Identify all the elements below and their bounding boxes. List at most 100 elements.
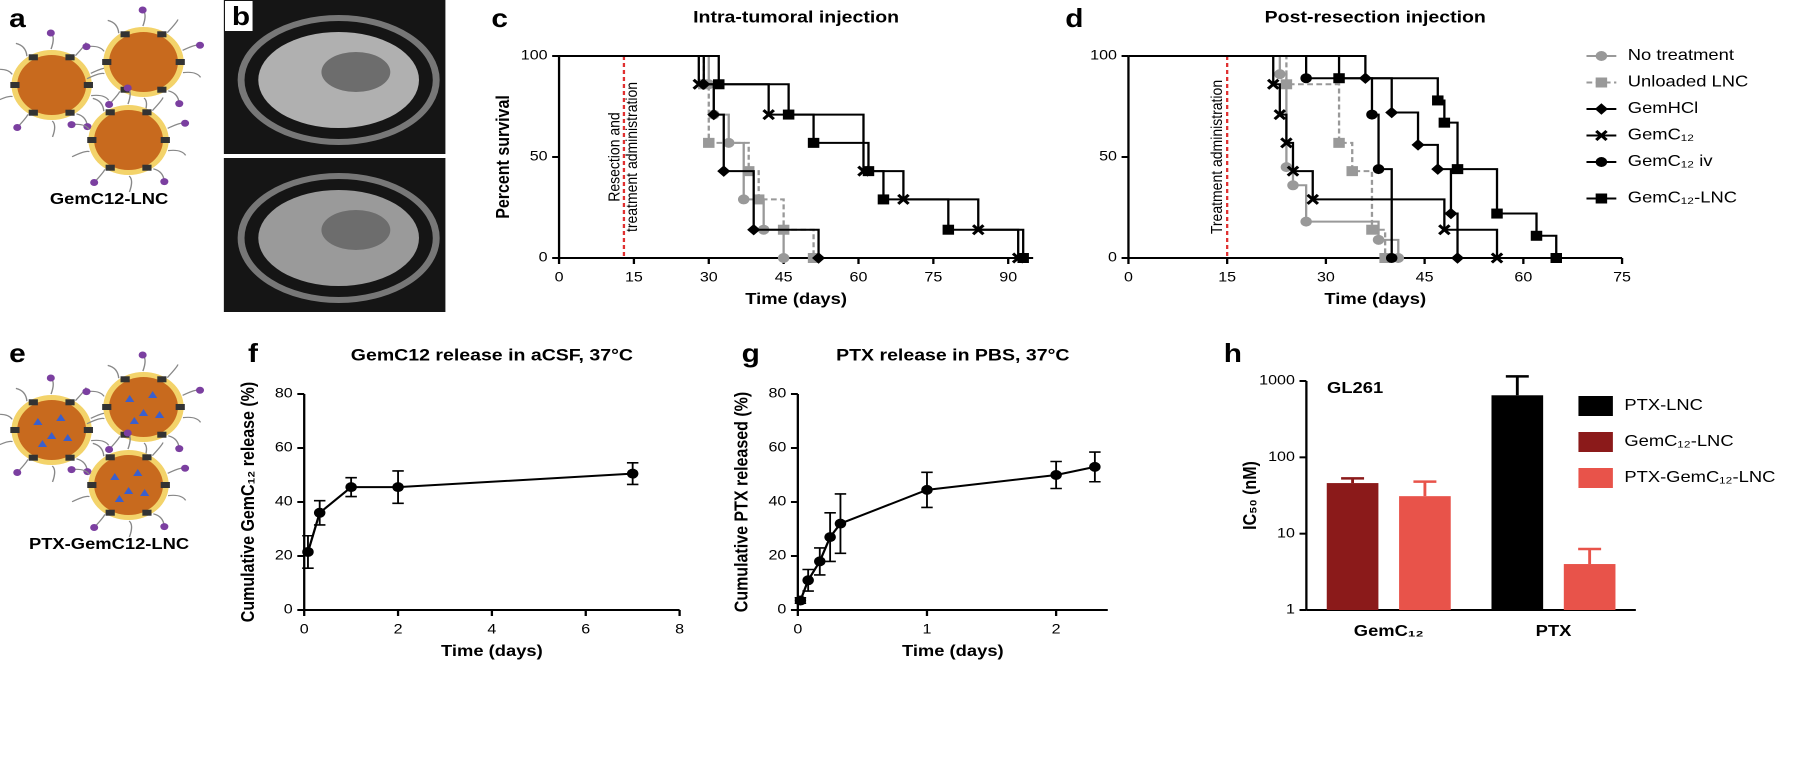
data-point <box>626 468 639 479</box>
bar <box>1491 395 1544 610</box>
peg-chain <box>107 19 120 34</box>
legend-swatch <box>1578 432 1613 452</box>
survival-marker <box>1372 234 1385 245</box>
lipid <box>10 427 20 433</box>
survival-marker <box>1490 252 1504 264</box>
data-point <box>834 518 847 529</box>
data-line <box>306 472 633 553</box>
lipid <box>160 482 170 488</box>
x-axis-label: Time (days) <box>745 289 847 308</box>
legend-label: PTX-LNC <box>1624 395 1703 414</box>
data-point <box>824 532 836 543</box>
ligand <box>67 466 76 474</box>
data-point <box>302 546 314 557</box>
lipid <box>102 404 112 410</box>
lipid <box>142 109 152 116</box>
survival-marker <box>747 224 761 236</box>
peg-chain <box>166 364 179 378</box>
drug <box>148 391 158 398</box>
core <box>17 55 87 115</box>
core <box>17 400 87 460</box>
lipid <box>105 454 115 461</box>
data-point <box>313 507 326 518</box>
ligand <box>13 123 22 131</box>
drug <box>154 411 165 418</box>
survival-marker <box>1273 109 1287 121</box>
x-tick-label: 45 <box>775 270 793 286</box>
panel-label: h <box>1224 339 1242 368</box>
y-tick-label: 0 <box>1108 250 1117 266</box>
survival-line <box>559 55 1025 258</box>
survival-marker <box>713 79 725 90</box>
peg-chain <box>86 417 105 425</box>
data-point <box>921 484 933 495</box>
lipid <box>175 59 185 65</box>
peg-chain <box>182 416 202 423</box>
y-tick-label: 60 <box>275 440 293 456</box>
ligand <box>181 119 190 127</box>
x-tick-label: 0 <box>793 622 802 638</box>
survival-marker <box>692 78 706 90</box>
ligand <box>181 464 190 472</box>
panel-label: d <box>1065 4 1083 33</box>
survival-marker <box>1306 193 1320 205</box>
survival-marker <box>1444 207 1458 220</box>
x-tick-label: 90 <box>999 270 1017 286</box>
lipid <box>105 509 115 516</box>
ligand <box>13 468 22 476</box>
legend-marker <box>1595 77 1608 88</box>
survival-marker <box>1333 73 1345 84</box>
survival-marker <box>812 252 826 264</box>
legend-label: GemC₁₂-LNC <box>1624 431 1733 450</box>
y-axis-label: IC₅₀ (nM) <box>1239 461 1260 530</box>
drug <box>56 414 66 421</box>
error-bar <box>1413 480 1437 497</box>
ligand <box>195 41 205 49</box>
lipid <box>142 454 152 461</box>
survival-marker <box>1432 95 1444 106</box>
panel-label: g <box>742 339 760 368</box>
survival-marker <box>1450 252 1465 264</box>
legend-marker <box>1595 51 1608 61</box>
legend-label: GemC₁₂ iv <box>1628 151 1713 170</box>
survival-marker <box>1530 230 1543 241</box>
lipid <box>120 31 130 38</box>
survival-marker <box>1286 165 1300 177</box>
drug <box>140 489 150 496</box>
legend-marker <box>1594 103 1608 115</box>
lipid <box>102 59 112 65</box>
ligand <box>138 351 147 359</box>
annotation-text: Resection and <box>606 112 624 201</box>
peg-chain <box>0 413 13 420</box>
annotation: GL261 <box>1327 378 1384 397</box>
lipid <box>87 482 97 488</box>
survival-marker <box>777 253 790 263</box>
error-bar <box>1578 547 1602 565</box>
ligand <box>46 374 55 382</box>
survival-marker <box>1280 137 1293 149</box>
lipid <box>160 137 170 143</box>
survival-marker <box>1550 253 1562 263</box>
drug <box>33 418 43 425</box>
lipid <box>105 109 115 116</box>
ligand <box>46 29 55 37</box>
ligand <box>105 100 114 108</box>
x-tick-label: 30 <box>1317 270 1335 286</box>
ligand <box>82 43 91 51</box>
x-tick-label: 4 <box>487 622 496 638</box>
chart-title: PTX release in PBS, 37°C <box>836 345 1069 365</box>
x-tick-label: 2 <box>1052 622 1061 638</box>
survival-marker <box>1266 78 1280 90</box>
mri-skull <box>237 15 440 145</box>
peg-chain <box>15 42 28 57</box>
x-tick-label: 75 <box>1613 270 1631 286</box>
peg-chain <box>128 175 133 193</box>
data-point <box>814 556 826 567</box>
data-point <box>802 575 814 586</box>
survival-marker <box>807 137 820 148</box>
bar <box>1399 496 1451 610</box>
peg-chain <box>51 465 56 483</box>
survival-marker <box>752 194 765 205</box>
y-tick-label: 20 <box>768 548 786 564</box>
y-axis-label: Cumulative PTX released (%) <box>731 392 752 612</box>
